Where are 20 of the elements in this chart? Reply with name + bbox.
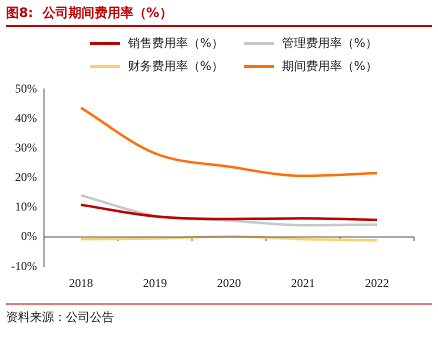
x-tick-label: 2018 — [68, 276, 93, 290]
y-tick-label: -10% — [10, 258, 37, 273]
legend-label: 销售费用率（%） — [128, 35, 224, 52]
line-series — [80, 106, 378, 178]
y-tick-label: 50% — [14, 81, 37, 96]
y-tick-label: 0% — [20, 229, 37, 244]
y-tick-label: 10% — [14, 200, 37, 214]
x-tick-label: 2020 — [216, 276, 241, 290]
legend-label: 财务费用率（%） — [128, 58, 224, 75]
legend-label: 管理费用率（%） — [282, 35, 378, 52]
x-tick-label: 2021 — [291, 276, 315, 290]
text: 资料来源：公司公告 — [6, 309, 115, 326]
legend-label: 期间费用率（%） — [282, 58, 378, 75]
y-tick-label: 30% — [14, 140, 37, 154]
y-tick-label: 20% — [14, 170, 37, 184]
x-tick-label: 2022 — [365, 276, 389, 290]
chart-title: 图8: 公司期间费用率（%） — [6, 4, 432, 27]
line-series — [80, 204, 378, 222]
y-tick-label: 40% — [14, 110, 37, 125]
x-tick-label: 2019 — [142, 276, 167, 290]
